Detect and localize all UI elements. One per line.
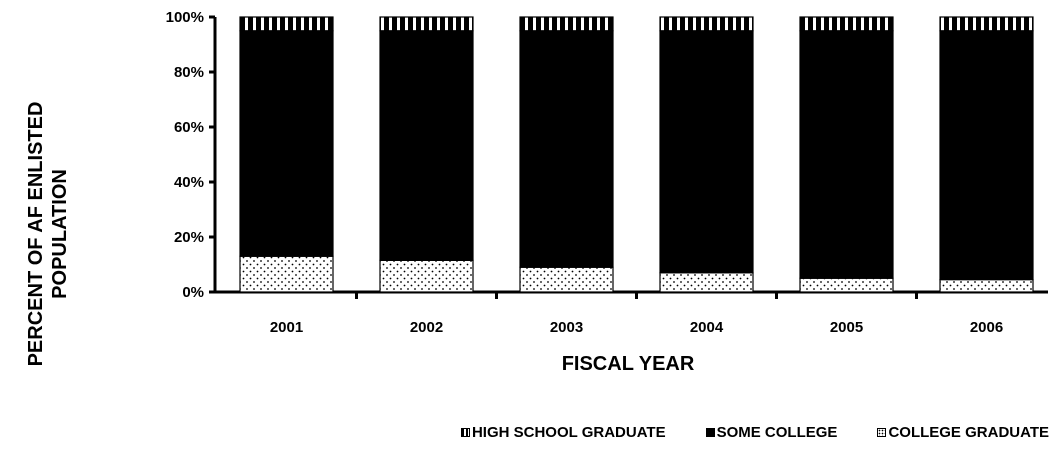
legend-label-high-school-graduate: HIGH SCHOOL GRADUATE — [471, 424, 666, 441]
legend-item-high-school-graduate: HIGH SCHOOL GRADUATE — [460, 424, 666, 441]
x-axis-title: FISCAL YEAR — [562, 353, 695, 375]
y-axis-title-line-2: POPULATION — [49, 169, 71, 299]
bar-high-school-graduate-2004 — [659, 16, 754, 32]
y-tick-label: 20% — [174, 229, 204, 246]
bar-some-college-2006 — [939, 30, 1034, 281]
bar-some-college-2002 — [379, 30, 474, 261]
x-tick-label: 2005 — [830, 319, 863, 336]
x-tick-label: 2003 — [550, 319, 583, 336]
y-tick-label: 40% — [174, 174, 204, 191]
axes — [209, 15, 1048, 299]
bar-some-college-2005 — [799, 30, 894, 279]
y-axis-title: PERCENT OF AF ENLISTED POPULATION — [25, 102, 71, 367]
legend-item-some-college: SOME COLLEGE — [705, 424, 838, 441]
legend-swatch-high-school-graduate — [460, 428, 470, 437]
y-tick-label: 60% — [174, 119, 204, 136]
bar-high-school-graduate-2005 — [799, 16, 894, 32]
bar-college-graduate-2005 — [799, 277, 894, 293]
bar-high-school-graduate-2003 — [519, 16, 614, 32]
x-tick-label: 2006 — [970, 319, 1003, 336]
bar-some-college-2001 — [239, 30, 334, 257]
x-tick-label: 2002 — [410, 319, 443, 336]
bar-high-school-graduate-2006 — [939, 16, 1034, 32]
bar-college-graduate-2003 — [519, 266, 614, 293]
y-tick-label: 0% — [182, 284, 204, 301]
legend-label-some-college: SOME COLLEGE — [716, 424, 838, 441]
y-tick-label: 100% — [166, 9, 204, 26]
legend-item-college-graduate: COLLEGE GRADUATE — [877, 424, 1049, 441]
legend: HIGH SCHOOL GRADUATE SOME COLLEGE COLLEG… — [460, 424, 1049, 441]
bar-college-graduate-2002 — [379, 259, 474, 293]
bar-college-graduate-2004 — [659, 272, 754, 293]
bar-college-graduate-2006 — [939, 279, 1034, 293]
bars — [239, 16, 1034, 293]
legend-swatch-some-college — [705, 428, 715, 437]
y-axis-title-line-1: PERCENT OF AF ENLISTED — [25, 102, 47, 367]
bar-some-college-2004 — [659, 30, 754, 274]
labels: 0% 20% 40% 60% 80% 100% 2001 2002 2003 2004 2005 20… — [25, 9, 1003, 375]
y-tick-label: 80% — [174, 64, 204, 81]
bar-high-school-graduate-2002 — [379, 16, 474, 32]
x-tick-label: 2001 — [270, 319, 303, 336]
legend-swatch-college-graduate — [877, 428, 887, 437]
bar-high-school-graduate-2001 — [239, 16, 334, 32]
legend-label-college-graduate: COLLEGE GRADUATE — [888, 424, 1049, 441]
bar-college-graduate-2001 — [239, 255, 334, 293]
bar-some-college-2003 — [519, 30, 614, 268]
x-tick-label: 2004 — [690, 319, 724, 336]
